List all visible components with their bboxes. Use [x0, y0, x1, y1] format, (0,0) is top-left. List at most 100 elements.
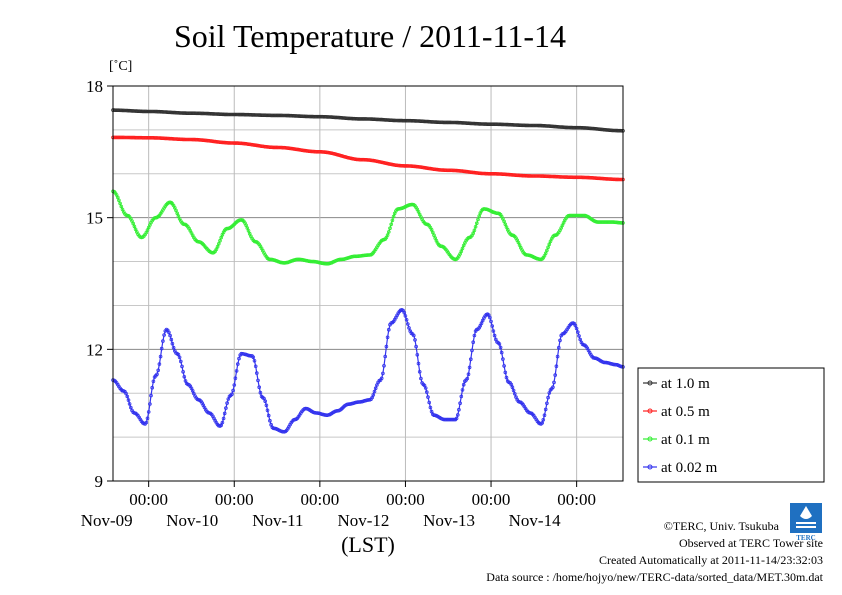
data-point — [497, 172, 502, 176]
data-point — [181, 369, 185, 374]
data-point — [246, 229, 251, 233]
data-point — [158, 354, 163, 359]
data-point — [144, 136, 149, 140]
data-point — [144, 420, 149, 425]
data-point — [118, 201, 122, 206]
data-point — [581, 126, 586, 130]
data-point — [574, 326, 579, 331]
data-point — [379, 376, 384, 381]
data-point — [263, 399, 268, 404]
data-point — [411, 333, 416, 338]
data-point — [407, 326, 411, 330]
data-point — [251, 355, 256, 360]
data-point — [373, 386, 378, 391]
data-point — [230, 392, 234, 397]
data-point — [578, 337, 582, 342]
data-point — [459, 394, 464, 399]
data-point — [385, 233, 390, 237]
data-point — [503, 370, 508, 375]
data-point — [306, 114, 310, 119]
data-point — [372, 389, 377, 394]
data-point — [415, 352, 420, 357]
data-point — [486, 172, 491, 176]
data-point — [152, 136, 157, 140]
data-point — [129, 135, 133, 140]
data-point — [551, 385, 555, 390]
credits: ©TERC, Univ. Tsukuba Observed at TERC To… — [486, 519, 823, 584]
data-point — [371, 393, 376, 397]
data-point — [146, 136, 151, 140]
data-point — [549, 174, 554, 179]
data-point — [148, 402, 152, 406]
data-point — [151, 379, 156, 384]
data-point — [114, 135, 119, 140]
data-point — [181, 111, 185, 115]
data-point — [491, 329, 496, 333]
data-point — [461, 382, 466, 387]
data-point — [401, 118, 405, 123]
x-tick-date: Nov-14 — [509, 511, 561, 530]
data-point — [250, 113, 254, 117]
data-point — [546, 395, 550, 400]
data-point — [161, 339, 165, 343]
data-point — [130, 135, 134, 140]
data-point — [498, 345, 503, 350]
data-point — [133, 135, 138, 140]
data-point — [254, 371, 259, 375]
data-point — [225, 401, 229, 405]
data-point — [131, 221, 136, 226]
data-point — [573, 323, 578, 328]
data-point — [467, 365, 472, 370]
data-point — [404, 317, 409, 322]
data-point — [499, 350, 504, 355]
data-point — [454, 120, 459, 125]
data-point — [168, 136, 172, 141]
data-point — [169, 337, 174, 342]
x-axis-ticks: 00:00 Nov-09 00:00 Nov-10 00:00 Nov-11 00:00 No… — [81, 481, 596, 530]
data-point — [179, 137, 183, 142]
data-point — [233, 376, 238, 381]
terc-logo — [790, 503, 822, 533]
data-point — [237, 356, 241, 361]
data-point — [359, 157, 364, 162]
data-point — [245, 226, 250, 230]
data-point — [486, 122, 491, 126]
data-point — [221, 416, 226, 421]
data-point — [433, 120, 438, 124]
data-point — [388, 226, 392, 231]
data-point — [472, 228, 477, 233]
legend-label: at 1.0 m — [661, 376, 710, 392]
data-point — [232, 383, 237, 387]
data-point — [545, 248, 549, 253]
data-point — [174, 208, 178, 213]
x-tick-time: 00:00 — [386, 490, 425, 509]
data-point — [471, 231, 476, 236]
data-point — [391, 214, 396, 219]
data-point — [149, 393, 153, 398]
data-point — [183, 137, 188, 142]
data-point — [426, 395, 430, 399]
data-point — [476, 217, 480, 222]
series-0 — [111, 108, 625, 133]
data-point — [502, 219, 506, 224]
data-point — [252, 358, 257, 363]
data-point — [390, 218, 395, 223]
x-tick-date: Nov-13 — [423, 511, 475, 530]
series-3 — [111, 307, 625, 434]
credit-site: Observed at TERC Tower site — [679, 536, 823, 550]
data-point — [143, 136, 147, 140]
data-point — [274, 145, 278, 150]
data-point — [159, 346, 164, 351]
data-point — [179, 111, 183, 115]
data-point — [256, 378, 260, 383]
x-axis-label: (LST) — [341, 532, 395, 557]
y-axis-ticks: 9 12 15 18 — [86, 77, 113, 491]
data-point — [136, 135, 140, 140]
data-point — [156, 368, 161, 373]
data-point — [556, 345, 561, 350]
data-point — [432, 233, 436, 238]
y-axis-unit: [˚C] — [109, 59, 132, 74]
y-tick-label: 18 — [86, 77, 103, 96]
data-point — [413, 338, 417, 342]
data-point — [219, 235, 224, 240]
